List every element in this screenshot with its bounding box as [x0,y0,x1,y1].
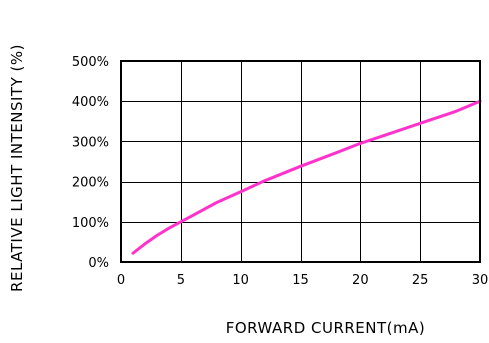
plot-frame [120,60,481,263]
x-tick-label: 10 [232,273,249,288]
x-tick-label: 15 [292,273,309,288]
y-tick-label: 300% [72,135,109,150]
y-tick-labels: 0% 100% 200% 300% 400% 500% [72,55,109,271]
x-tick-label: 30 [472,273,489,288]
y-tick-label: 500% [72,55,109,70]
x-axis-title: FORWARD CURRENT(mA) [226,319,426,337]
y-tick-label: 100% [72,216,109,231]
grid [121,61,481,263]
x-tick-label: 25 [412,273,429,288]
x-tick-labels: 0 5 10 15 20 25 30 [117,273,488,288]
x-tick-label: 20 [352,273,369,288]
y-axis-title: RELATIVE LIGHT INTENSITY (%) [8,44,26,292]
x-tick-label: 0 [117,273,125,288]
series-layer [131,99,482,255]
series-line-0 [131,99,482,255]
y-tick-label: 200% [72,176,109,191]
y-tick-label: 400% [72,95,109,110]
y-tick-label: 0% [88,256,109,271]
x-tick-label: 5 [177,273,185,288]
